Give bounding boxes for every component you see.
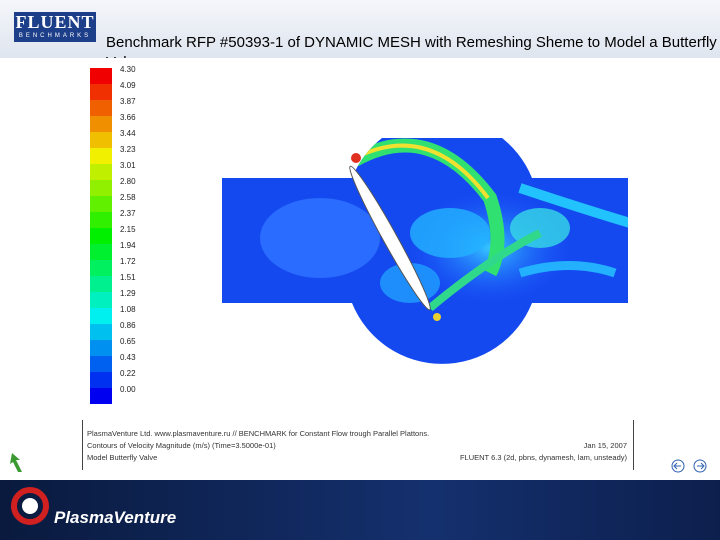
brand-name: PlasmaVenture: [54, 508, 177, 527]
colorbar-swatch: [90, 244, 112, 260]
caption-date: Jan 15, 2007: [583, 441, 627, 450]
contour-plot: 4.30 4.09 3.87 3.66 3.44 3.23 3.01 2.80 2.58 2.37…: [90, 65, 628, 404]
logo-text: FLUENT: [15, 12, 95, 32]
colorbar-swatch: [90, 68, 112, 84]
caption-line: Model Butterfly Valve: [87, 453, 158, 462]
colorbar-label: 1.29: [120, 289, 136, 298]
colorbar-swatch: [90, 228, 112, 244]
colorbar-label: 3.01: [120, 161, 136, 170]
colorbar-swatch: [90, 116, 112, 132]
colorbar-label: 1.72: [120, 257, 136, 266]
colorbar-swatch: [90, 84, 112, 100]
colorbar-label: 3.23: [120, 145, 136, 154]
colorbar-swatch: [90, 276, 112, 292]
colorbar-swatch: [90, 388, 112, 404]
colorbar-swatch: [90, 148, 112, 164]
colorbar-swatch: [90, 292, 112, 308]
flow-domain: [222, 138, 628, 364]
colorbar-label: 1.08: [120, 305, 136, 314]
colorbar-label: 2.15: [120, 225, 136, 234]
colorbar-label: 2.58: [120, 193, 136, 202]
logo-sub: BENCHMARKS: [18, 33, 92, 39]
colorbar-swatch: [90, 324, 112, 340]
colorbar-swatch: [90, 372, 112, 388]
colorbar-swatch: [90, 260, 112, 276]
tip-hotspot: [433, 313, 441, 321]
caption-line: Contours of Velocity Magnitude (m/s) (Ti…: [87, 441, 276, 450]
colorbar-swatch: [90, 340, 112, 356]
caption-solver: FLUENT 6.3 (2d, pbns, dynamesh, lam, uns…: [459, 453, 627, 462]
colorbar-label: 3.66: [120, 113, 136, 122]
tip-hotspot: [351, 153, 361, 163]
colorbar-swatch: [90, 100, 112, 116]
logo: FLUENT BENCHMARKS: [14, 12, 96, 42]
nav-buttons[interactable]: [670, 458, 714, 474]
valve-disk: [349, 165, 431, 311]
colorbar-label: 3.44: [120, 129, 136, 138]
colorbar-label: 2.80: [120, 177, 136, 186]
colorbar-label: 0.00: [120, 385, 136, 394]
colorbar-swatch: [90, 164, 112, 180]
colorbar-swatch: [90, 180, 112, 196]
colorbar-label: 1.94: [120, 241, 136, 250]
colorbar-swatch: [90, 212, 112, 228]
colorbar-label: 3.87: [120, 97, 136, 106]
colorbar-label: 1.51: [120, 273, 136, 282]
colorbar-label: 4.30: [120, 65, 136, 74]
back-arrow[interactable]: [8, 452, 26, 474]
brand-logo: [11, 487, 49, 525]
colorbar-swatch: [90, 308, 112, 324]
footer-band: PlasmaVenture: [0, 480, 720, 540]
contour-image: 4.30 4.09 3.87 3.66 3.44 3.23 3.01 2.80 2.58 2.37…: [70, 58, 640, 474]
colorbar-label: 2.37: [120, 209, 136, 218]
colorbar-label: 0.86: [120, 321, 136, 330]
caption-line: PlasmaVenture Ltd. www.plasmaventure.ru …: [87, 429, 430, 438]
colorbar-label: 0.43: [120, 353, 136, 362]
colorbar-label: 4.09: [120, 81, 136, 90]
colorbar-label: 0.22: [120, 369, 136, 378]
colorbar-label: 0.65: [120, 337, 136, 346]
colorbar-swatch: [90, 356, 112, 372]
header-band: [0, 0, 720, 58]
colorbar-swatch: [90, 132, 112, 148]
colorbar-swatch: [90, 196, 112, 212]
caption-box: PlasmaVenture Ltd. www.plasmaventure.ru …: [82, 420, 634, 470]
